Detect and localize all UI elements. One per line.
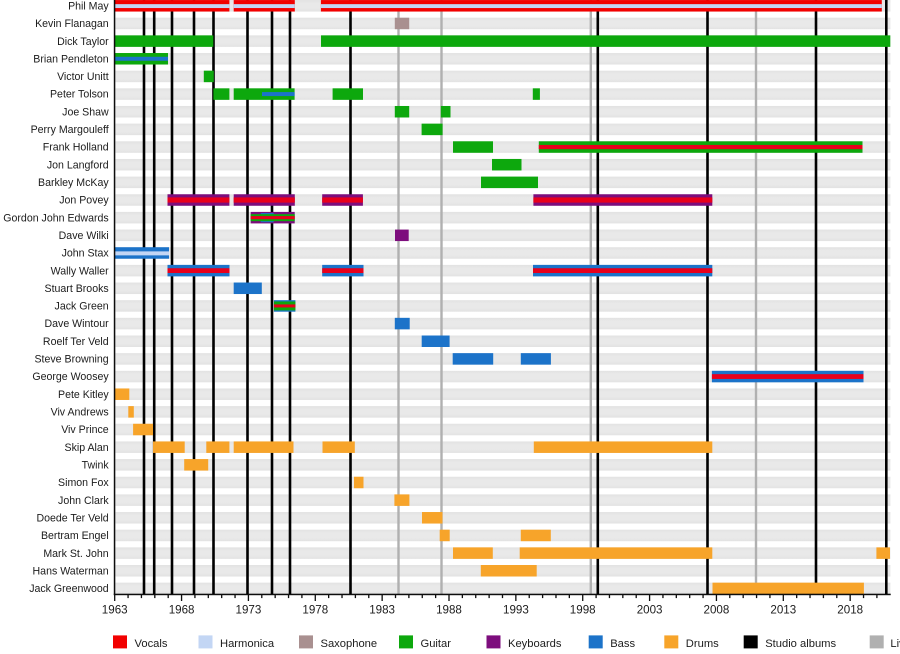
- svg-text:Gordon John Edwards: Gordon John Edwards: [3, 212, 108, 224]
- svg-text:1973: 1973: [236, 603, 262, 616]
- svg-text:Jack Green: Jack Green: [55, 301, 109, 313]
- svg-text:Jon Langford: Jon Langford: [47, 159, 109, 171]
- svg-text:1993: 1993: [503, 603, 529, 616]
- svg-text:Jack Greenwood: Jack Greenwood: [29, 583, 109, 595]
- svg-text:Brian Pendleton: Brian Pendleton: [33, 53, 108, 65]
- svg-text:Frank Holland: Frank Holland: [43, 142, 109, 154]
- svg-text:Hans Waterman: Hans Waterman: [33, 565, 109, 577]
- svg-text:Steve Browning: Steve Browning: [34, 354, 108, 366]
- svg-text:1988: 1988: [436, 603, 462, 616]
- svg-text:1998: 1998: [570, 603, 596, 616]
- svg-text:Viv Andrews: Viv Andrews: [51, 407, 109, 419]
- svg-text:Viv Prince: Viv Prince: [61, 424, 109, 436]
- svg-text:Dave Wilki: Dave Wilki: [59, 230, 109, 242]
- svg-text:2018: 2018: [837, 603, 863, 616]
- svg-text:Victor Unitt: Victor Unitt: [57, 71, 109, 83]
- svg-text:Saxophone: Saxophone: [321, 638, 378, 650]
- svg-text:1968: 1968: [169, 603, 195, 616]
- svg-text:Studio albums: Studio albums: [765, 638, 836, 650]
- svg-text:Simon Fox: Simon Fox: [58, 477, 109, 489]
- svg-text:2003: 2003: [637, 603, 663, 616]
- svg-text:Bass: Bass: [610, 638, 635, 650]
- svg-text:John Clark: John Clark: [58, 495, 109, 507]
- svg-text:Phil May: Phil May: [68, 0, 109, 12]
- svg-text:Barkley McKay: Barkley McKay: [38, 177, 109, 189]
- svg-text:Dick Taylor: Dick Taylor: [57, 36, 109, 48]
- svg-text:Bertram Engel: Bertram Engel: [41, 530, 109, 542]
- svg-text:Joe Shaw: Joe Shaw: [62, 106, 109, 118]
- svg-text:Pete Kitley: Pete Kitley: [58, 389, 109, 401]
- svg-text:Roelf Ter Veld: Roelf Ter Veld: [43, 336, 109, 348]
- svg-text:Jon Povey: Jon Povey: [59, 195, 109, 207]
- svg-text:Skip Alan: Skip Alan: [65, 442, 109, 454]
- svg-text:Mark St. John: Mark St. John: [43, 548, 108, 560]
- svg-text:2013: 2013: [770, 603, 796, 616]
- svg-text:1983: 1983: [369, 603, 395, 616]
- svg-text:2008: 2008: [704, 603, 730, 616]
- svg-text:Vocals: Vocals: [135, 638, 168, 650]
- svg-text:George Woosey: George Woosey: [32, 371, 109, 383]
- svg-text:Dave Wintour: Dave Wintour: [45, 318, 110, 330]
- svg-text:Twink: Twink: [82, 459, 110, 471]
- svg-text:Peter Tolson: Peter Tolson: [50, 89, 109, 101]
- svg-text:Live albums: Live albums: [890, 638, 900, 650]
- svg-text:1978: 1978: [302, 603, 328, 616]
- svg-text:Kevin Flanagan: Kevin Flanagan: [35, 18, 109, 30]
- svg-text:Guitar: Guitar: [421, 638, 452, 650]
- svg-text:Stuart Brooks: Stuart Brooks: [45, 283, 109, 295]
- svg-text:Doede Ter Veld: Doede Ter Veld: [36, 512, 108, 524]
- svg-text:Perry Margouleff: Perry Margouleff: [31, 124, 109, 136]
- svg-text:Wally Waller: Wally Waller: [51, 265, 110, 277]
- svg-text:Drums: Drums: [686, 638, 719, 650]
- svg-text:Keyboards: Keyboards: [508, 638, 562, 650]
- svg-text:John Stax: John Stax: [62, 248, 110, 260]
- svg-text:Harmonica: Harmonica: [220, 638, 275, 650]
- svg-text:1963: 1963: [102, 603, 128, 616]
